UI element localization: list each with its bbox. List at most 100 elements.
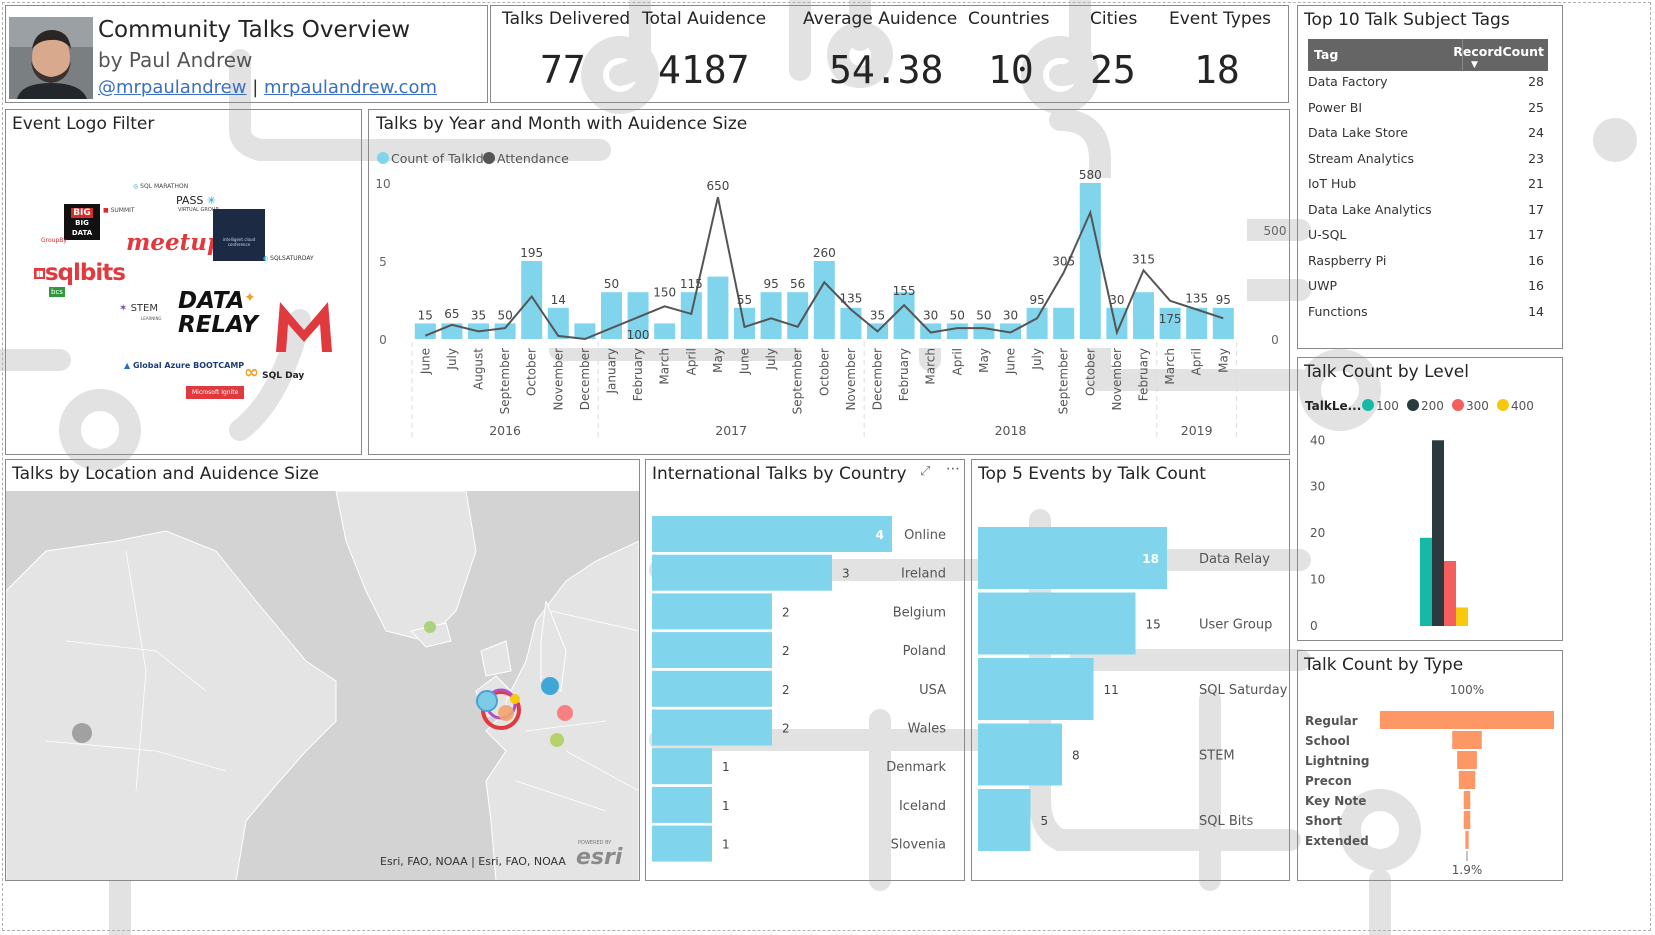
logo-bcs[interactable]: bcs [49, 287, 65, 297]
level-bar[interactable] [1432, 440, 1444, 626]
funnel-bar[interactable] [1458, 771, 1476, 789]
tag-row[interactable]: Power BI 25 [1308, 100, 1544, 126]
logo-summit[interactable]: ■ SUMMIT [103, 207, 135, 214]
country-bar[interactable] [652, 709, 772, 746]
country-category-label[interactable]: Poland [903, 644, 946, 659]
logo-sqlsaturday[interactable]: ◐ SQLSATURDAY [263, 255, 314, 262]
map-bubble-poland[interactable] [557, 705, 573, 721]
level-bar[interactable] [1456, 607, 1468, 626]
tags-col-tag[interactable]: Tag [1314, 47, 1339, 62]
country-category-label[interactable]: USA [919, 683, 946, 698]
timeline-bar[interactable] [1159, 307, 1181, 339]
logo-bigdata-ldn[interactable]: BIG BIG DATA LDN. [64, 204, 100, 247]
more-options-icon[interactable]: ⋯ [946, 461, 960, 477]
funnel-category-label[interactable]: Extended [1305, 834, 1369, 848]
map-bubble-belgium[interactable] [510, 694, 520, 704]
logo-sqlmarathon[interactable]: ◎ SQL MARATHON [133, 183, 189, 190]
event-bar[interactable] [978, 723, 1062, 786]
timeline-bar[interactable] [1000, 323, 1021, 339]
timeline-bar[interactable] [787, 292, 809, 339]
timeline-bar[interactable] [521, 261, 543, 339]
map-bubble-slovenia[interactable] [550, 733, 564, 747]
map-bubble-usa[interactable] [72, 723, 92, 743]
attendance-line[interactable] [424, 196, 1224, 341]
tags-col-count[interactable]: RecordCount [1453, 44, 1544, 59]
event-category-label[interactable]: SQL Bits [1199, 814, 1253, 829]
event-category-label[interactable]: Data Relay [1199, 552, 1270, 567]
tag-row[interactable]: Functions 14 [1308, 304, 1544, 330]
timeline-bar[interactable] [1079, 183, 1101, 339]
country-bar[interactable] [652, 593, 772, 630]
funnel-bar[interactable] [1465, 831, 1469, 849]
legend-label-count[interactable]: Count of TalkId [391, 151, 484, 166]
country-category-label[interactable]: Denmark [886, 760, 946, 775]
tag-row[interactable]: Data Lake Store 24 [1308, 125, 1544, 151]
timeline-bar[interactable] [1106, 307, 1128, 339]
tag-row[interactable]: UWP 16 [1308, 278, 1544, 304]
sort-desc-icon[interactable]: ▼ [1471, 60, 1478, 70]
event-category-label[interactable]: SQL Saturday [1199, 683, 1288, 698]
timeline-bar[interactable] [627, 292, 649, 339]
funnel-category-label[interactable]: School [1305, 734, 1350, 748]
funnel-category-label[interactable]: Short [1305, 814, 1342, 828]
event-bar[interactable] [978, 658, 1094, 720]
timeline-bar[interactable] [707, 276, 729, 339]
logo-sql-day[interactable]: ∞ SQL Day [244, 362, 305, 383]
timeline-bar[interactable] [1212, 307, 1234, 339]
funnel-category-label[interactable]: Regular [1305, 714, 1358, 728]
timeline-bar[interactable] [973, 323, 995, 339]
logo-sqlbits[interactable]: ▮▮sqlbits [34, 260, 126, 286]
event-bar[interactable] [978, 592, 1136, 655]
country-category-label[interactable]: Slovenia [891, 838, 946, 853]
tag-row[interactable]: U-SQL 17 [1308, 227, 1544, 253]
logo-data-relay[interactable]: DATA RELAY [178, 288, 258, 338]
timeline-bar[interactable] [1133, 292, 1154, 339]
timeline-bar[interactable] [946, 323, 968, 339]
tag-row[interactable]: Raspberry Pi 16 [1308, 253, 1544, 279]
country-bar[interactable] [652, 748, 712, 785]
legend-label-attendance[interactable]: Attendance [497, 151, 569, 166]
tag-row[interactable]: Data Factory 28 [1308, 74, 1544, 100]
timeline-bar[interactable] [414, 323, 436, 339]
map-bubble-denmark[interactable] [541, 677, 559, 695]
map-bubble-england[interactable] [498, 705, 514, 721]
event-bar[interactable] [978, 789, 1031, 851]
timeline-bar[interactable] [547, 307, 569, 339]
country-bar[interactable] [652, 670, 772, 707]
timeline-bar[interactable] [574, 323, 596, 339]
funnel-category-label[interactable]: Precon [1305, 774, 1352, 788]
event-bar[interactable] [978, 527, 1167, 589]
timeline-bar[interactable] [1026, 307, 1048, 339]
timeline-bar[interactable] [813, 261, 835, 339]
level-bar[interactable] [1420, 537, 1432, 626]
country-category-label[interactable]: Belgium [893, 605, 946, 620]
country-category-label[interactable]: Online [904, 528, 946, 543]
timeline-bar[interactable] [601, 292, 622, 339]
tag-row[interactable]: Stream Analytics 23 [1308, 151, 1544, 177]
country-bar[interactable] [652, 554, 832, 591]
logo-stem[interactable]: ✶ STEM [119, 303, 158, 314]
logo-groupby[interactable]: GroupBy [41, 237, 67, 244]
tag-row[interactable]: Data Lake Analytics 17 [1308, 202, 1544, 228]
focus-mode-icon[interactable]: ⤢ [920, 464, 931, 479]
funnel-bar[interactable] [1463, 791, 1471, 809]
twitter-link[interactable]: @mrpaulandrew [98, 77, 247, 98]
map-bubble-ireland[interactable] [476, 690, 498, 712]
event-category-label[interactable]: User Group [1199, 618, 1272, 633]
timeline-bar[interactable] [654, 323, 676, 339]
country-category-label[interactable]: Wales [908, 722, 947, 737]
logo-m-mark[interactable] [274, 298, 334, 358]
country-bar[interactable] [652, 632, 772, 669]
timeline-bar[interactable] [1053, 307, 1075, 339]
website-link[interactable]: mrpaulandrew.com [264, 77, 437, 98]
timeline-bar[interactable] [840, 307, 862, 339]
timeline-bar[interactable] [893, 292, 915, 339]
funnel-category-label[interactable]: Key Note [1305, 794, 1366, 808]
logo-ms-ignite[interactable]: Microsoft Ignite [186, 386, 245, 399]
funnel-bar[interactable] [1452, 731, 1482, 749]
level-bar[interactable] [1444, 561, 1456, 626]
map-bubble-iceland[interactable] [424, 621, 436, 633]
country-bar[interactable] [652, 786, 712, 823]
tag-row[interactable]: IoT Hub 21 [1308, 176, 1544, 202]
timeline-bar[interactable] [494, 323, 516, 339]
